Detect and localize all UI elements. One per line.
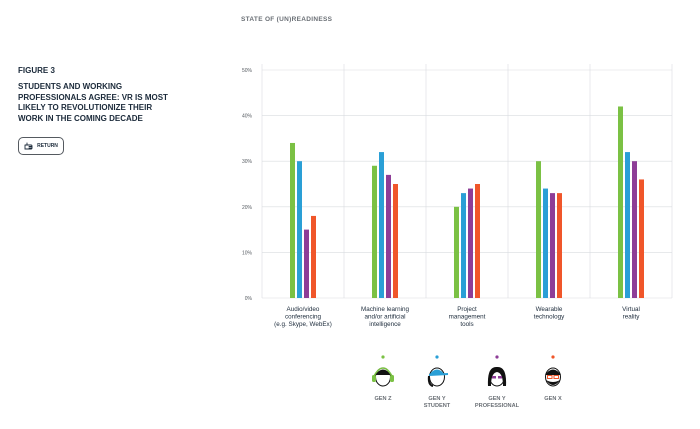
x-tick-label-line: Wearable: [536, 306, 563, 313]
legend-color-dot: [495, 355, 499, 359]
bar-gen-y-professional: [386, 174, 391, 298]
bar-gen-x: [311, 215, 316, 298]
legend-label: GEN Z: [374, 396, 392, 402]
y-tick-label: 50%: [242, 68, 253, 74]
x-tick-label-line: and/or artificial: [365, 314, 406, 321]
x-tick-label-line: (e.g. Skype, WebEx): [274, 321, 332, 328]
bar-gen-y-student: [297, 161, 302, 298]
x-tick-label: Machine learning and/or artificial intelli…: [361, 306, 409, 328]
bar-gen-z: [618, 106, 623, 298]
bar-gen-z: [536, 161, 541, 298]
x-tick-label: Wearable technology: [534, 306, 565, 321]
bar-gen-y-professional: [468, 188, 473, 298]
bar-gen-y-student: [543, 188, 548, 298]
hand-pointer-icon: [24, 142, 35, 151]
bar-gen-x: [639, 179, 644, 298]
legend-color-dot: [381, 355, 385, 359]
bar-gen-y-professional: [550, 193, 555, 298]
x-tick-label-line: intelligence: [369, 321, 401, 328]
legend-label: GEN X: [544, 396, 562, 402]
bar-gen-y-professional: [304, 229, 309, 298]
y-tick-label: 20%: [242, 205, 253, 211]
return-label: RETURN: [37, 143, 58, 149]
x-tick-label-line: Audio/video: [287, 306, 320, 313]
long-hair-face-icon: [487, 366, 507, 387]
bar-gen-z: [454, 206, 459, 298]
x-tick-label-line: management: [449, 314, 486, 321]
x-tick-label: Audio/video conferencing (e.g. Skype, WebE…: [274, 306, 332, 328]
legend-label-line: GEN Y: [488, 396, 506, 402]
headphones-face-icon: [372, 367, 394, 387]
bar-gen-z: [372, 165, 377, 298]
legend-color-dot: [435, 355, 439, 359]
legend-label-line: PROFESSIONAL: [475, 403, 520, 409]
glasses-beard-face-icon: [545, 367, 561, 387]
y-tick-label: 0%: [245, 296, 253, 302]
x-tick-label-line: Machine learning: [361, 306, 409, 313]
bar-gen-y-professional: [632, 161, 637, 298]
legend-label: GEN Y STUDENT: [424, 396, 451, 409]
y-tick-label: 40%: [242, 114, 253, 120]
legend-label-line: GEN Y: [428, 396, 446, 402]
x-tick-label-line: tools: [460, 321, 473, 328]
x-tick-label-line: technology: [534, 314, 565, 321]
cap-face-icon: [427, 367, 449, 387]
x-tick-label: Virtual reality: [622, 306, 640, 321]
bar-gen-y-student: [379, 152, 384, 298]
y-tick-label: 30%: [242, 159, 253, 165]
legend-color-dot: [551, 355, 555, 359]
x-tick-label-line: Project: [457, 306, 477, 313]
return-button[interactable]: RETURN: [18, 137, 64, 155]
page-title: STATE OF (UN)READINESS: [241, 16, 333, 23]
y-tick-label: 10%: [242, 250, 253, 256]
bar-gen-y-student: [461, 193, 466, 298]
legend-label: GEN Y PROFESSIONAL: [475, 396, 520, 409]
x-tick-label-line: Virtual: [622, 306, 640, 313]
x-tick-label-line: reality: [623, 314, 641, 321]
legend-label-line: STUDENT: [424, 403, 451, 409]
bar-gen-z: [290, 142, 295, 298]
bar-gen-x: [557, 193, 562, 298]
legend-label-line: GEN Z: [374, 396, 392, 402]
bar-gen-x: [475, 184, 480, 298]
bar-gen-x: [393, 184, 398, 298]
x-tick-label: Project management tools: [449, 306, 486, 328]
bar-gen-y-student: [625, 152, 630, 298]
x-tick-label-line: conferencing: [285, 314, 322, 321]
figure-label: FIGURE 3: [18, 66, 55, 75]
legend-label-line: GEN X: [544, 396, 562, 402]
figure-heading: STUDENTS AND WORKING PROFESSIONALS AGREE…: [18, 82, 168, 123]
